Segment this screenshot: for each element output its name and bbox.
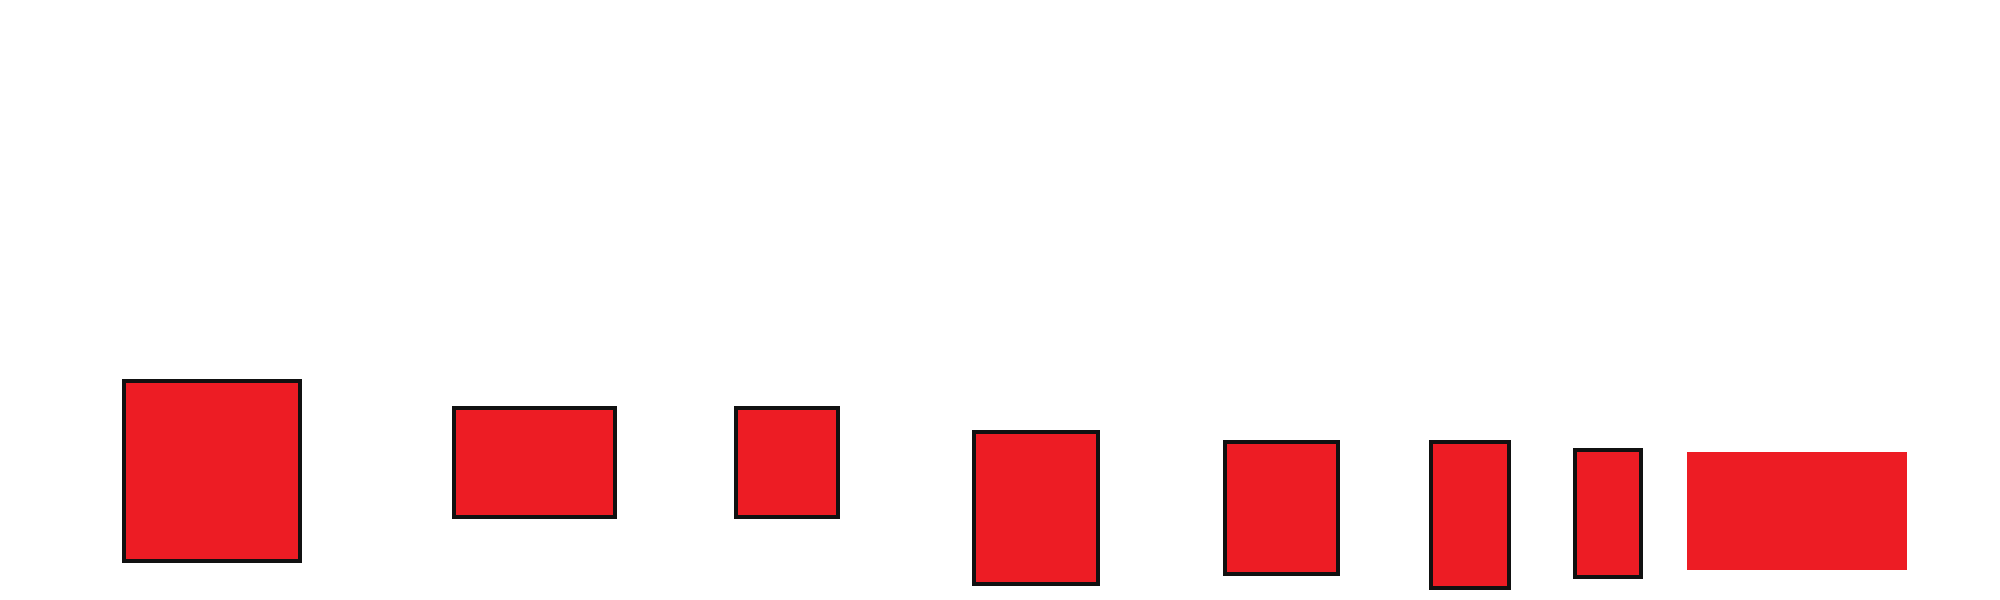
red-rectangle-2: [452, 406, 617, 519]
red-rectangle-3: [734, 406, 840, 519]
red-rectangle-6: [1429, 440, 1511, 590]
red-rectangle-8: [1687, 452, 1907, 570]
red-rectangle-1: [122, 379, 302, 563]
red-rectangle-4: [972, 430, 1100, 586]
red-rectangle-7: [1573, 448, 1643, 579]
red-rectangle-5: [1223, 440, 1340, 576]
